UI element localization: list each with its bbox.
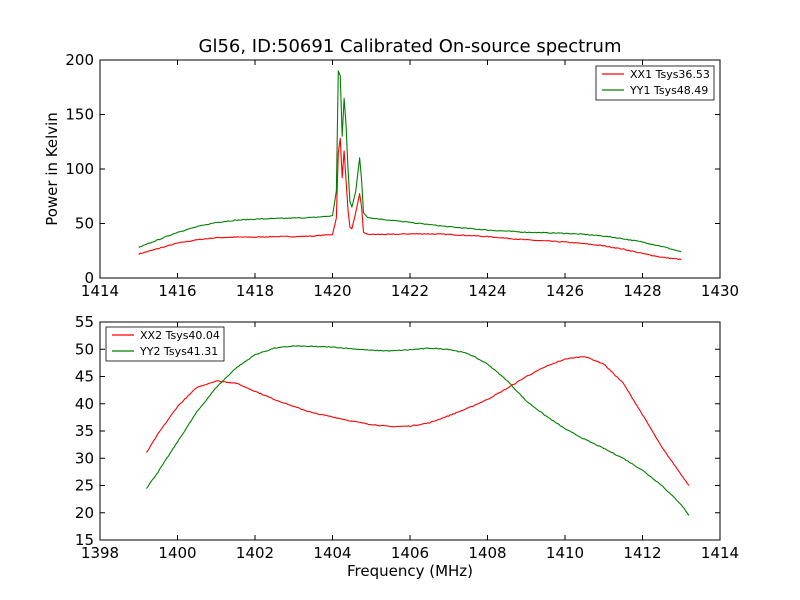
x-tick-label: 1426 bbox=[546, 282, 584, 300]
legend-box bbox=[595, 65, 715, 101]
top-spectrum-plot: Gl56, ID:50691 Calibrated On-source spec… bbox=[43, 36, 739, 300]
y-tick-label: 200 bbox=[65, 51, 94, 69]
y-tick-label: 35 bbox=[75, 422, 94, 440]
x-tick-label: 1410 bbox=[546, 544, 584, 562]
y-tick-label: 40 bbox=[75, 395, 94, 413]
bottom-series-xx2-line bbox=[146, 356, 690, 486]
y-tick-label: 30 bbox=[75, 449, 94, 467]
y-tick-label: 50 bbox=[75, 340, 94, 358]
bottom-spectrum-plot: Frequency (MHz) 1398 1400 1402 1404 1406 1408… bbox=[75, 313, 739, 580]
bottom-legend: XX2 Tsys40.04 YY2 Tsys41.31 bbox=[105, 326, 225, 362]
top-tick-layer: 1414 1416 1418 1420 1422 1424 1426 1428 1430 0 50 1… bbox=[65, 51, 739, 300]
y-tick-label: 0 bbox=[84, 269, 94, 287]
legend-label-yy1: YY1 Tsys48.49 bbox=[629, 84, 708, 97]
y-axis-label: Power in Kelvin bbox=[43, 112, 61, 226]
x-tick-label: 1414 bbox=[701, 544, 739, 562]
x-tick-label: 1422 bbox=[391, 282, 429, 300]
legend-label-yy2: YY2 Tsys41.31 bbox=[139, 345, 218, 358]
x-tick-label: 1414 bbox=[81, 282, 119, 300]
legend-label-xx1: XX1 Tsys36.53 bbox=[630, 68, 710, 81]
y-tick-label: 55 bbox=[75, 313, 94, 331]
x-tick-label: 1418 bbox=[236, 282, 274, 300]
x-tick-label: 1408 bbox=[468, 544, 506, 562]
y-tick-label: 150 bbox=[65, 106, 94, 124]
y-tick-label: 25 bbox=[75, 477, 94, 495]
bottom-tick-layer: 1398 1400 1402 1404 1406 1408 1410 1412 1414 15 20… bbox=[75, 313, 739, 562]
chart-title: Gl56, ID:50691 Calibrated On-source spec… bbox=[199, 36, 622, 57]
x-axis-label: Frequency (MHz) bbox=[347, 562, 473, 580]
x-tick-label: 1424 bbox=[468, 282, 506, 300]
top-series-xx1-line bbox=[138, 137, 682, 261]
x-tick-label: 1406 bbox=[391, 544, 429, 562]
bottom-series-yy2-line bbox=[146, 345, 690, 516]
x-tick-label: 1412 bbox=[623, 544, 661, 562]
top-series-yy1-line bbox=[138, 70, 682, 253]
x-tick-label: 1398 bbox=[81, 544, 119, 562]
legend-box bbox=[105, 326, 225, 362]
x-tick-label: 1428 bbox=[623, 282, 661, 300]
bottom-plot-frame bbox=[99, 321, 721, 541]
y-tick-label: 15 bbox=[75, 531, 94, 549]
x-tick-label: 1404 bbox=[313, 544, 351, 562]
x-tick-label: 1416 bbox=[158, 282, 196, 300]
y-tick-label: 50 bbox=[75, 215, 94, 233]
bottom-series-layer bbox=[146, 345, 690, 516]
y-tick-label: 100 bbox=[65, 160, 94, 178]
top-plot-frame bbox=[99, 59, 721, 279]
y-tick-label: 45 bbox=[75, 368, 94, 386]
top-series-layer bbox=[138, 70, 682, 261]
x-tick-label: 1402 bbox=[236, 544, 274, 562]
y-tick-label: 20 bbox=[75, 504, 94, 522]
x-tick-label: 1430 bbox=[701, 282, 739, 300]
legend-label-xx2: XX2 Tsys40.04 bbox=[140, 329, 220, 342]
top-legend: XX1 Tsys36.53 YY1 Tsys48.49 bbox=[595, 65, 715, 101]
x-tick-label: 1400 bbox=[158, 544, 196, 562]
x-tick-label: 1420 bbox=[313, 282, 351, 300]
